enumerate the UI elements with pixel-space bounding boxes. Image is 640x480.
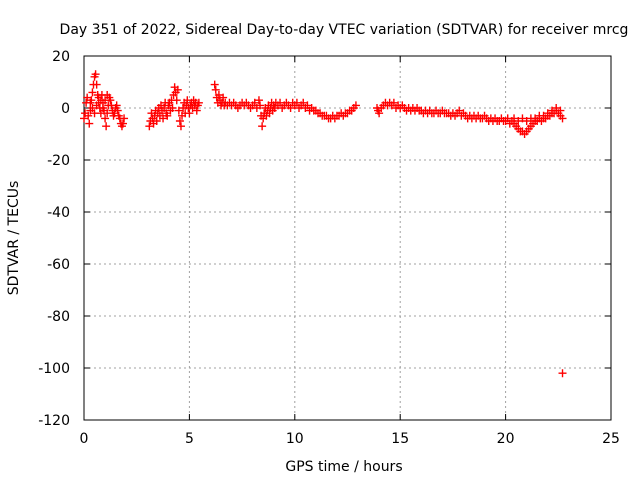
- data-point: [92, 101, 101, 110]
- data-point: [210, 80, 219, 89]
- data-point: [103, 91, 112, 99]
- data-point: [98, 104, 107, 112]
- data-point: [172, 96, 181, 105]
- data-point: [86, 98, 95, 107]
- chart-title: Day 351 of 2022, Sidereal Day-to-day VTE…: [60, 22, 629, 38]
- data-point: [80, 114, 88, 123]
- data-point: [558, 114, 567, 123]
- data-point: [101, 114, 110, 123]
- x-tick-label: 20: [497, 431, 515, 447]
- axes: 20 0 -20 -40 -60 -80 -100 -120 0 5 10 15 20 25: [38, 49, 620, 447]
- data-point: [94, 93, 103, 102]
- y-tick-label: -80: [47, 309, 70, 325]
- data-point: [518, 114, 527, 123]
- data-point: [145, 122, 154, 131]
- x-axis-label: GPS time / hours: [285, 459, 402, 475]
- data-point: [514, 117, 523, 125]
- data-point: [219, 93, 228, 102]
- data-point: [556, 106, 565, 115]
- data-point: [250, 98, 259, 107]
- data-point: [258, 122, 267, 131]
- y-tick-label: -60: [47, 257, 70, 273]
- data-point: [176, 122, 185, 131]
- y-tick-label: -100: [38, 361, 70, 377]
- data-point: [173, 85, 182, 94]
- y-tick-label: -20: [47, 153, 70, 169]
- data-point: [175, 117, 184, 125]
- x-tick-label: 10: [286, 431, 304, 447]
- data-point: [120, 114, 129, 123]
- data-point: [552, 104, 561, 112]
- data-points: [80, 70, 567, 378]
- x-tick-label: 25: [602, 431, 620, 447]
- data-point: [88, 104, 97, 112]
- data-point: [174, 106, 183, 115]
- data-point: [118, 119, 127, 128]
- data-point: [531, 114, 540, 123]
- y-axis-label: SDTVAR / TECUs: [6, 181, 22, 296]
- data-point: [84, 111, 93, 120]
- data-point: [547, 106, 556, 115]
- data-point: [543, 109, 552, 118]
- data-point: [163, 111, 172, 120]
- data-point: [303, 101, 312, 110]
- plot-border: [83, 55, 612, 421]
- data-point: [91, 70, 100, 79]
- data-point: [286, 104, 295, 112]
- data-point: [192, 106, 201, 115]
- data-point: [112, 101, 121, 110]
- x-tick-label: 0: [80, 431, 89, 447]
- data-point: [211, 85, 220, 94]
- data-point: [254, 96, 263, 105]
- data-point: [168, 104, 177, 112]
- data-point: [83, 93, 92, 102]
- data-point: [85, 119, 94, 128]
- data-point: [194, 98, 203, 107]
- y-tick-label: 0: [61, 101, 70, 117]
- data-point: [299, 98, 308, 107]
- y-tick-label: 20: [52, 49, 70, 65]
- y-tick-label: -40: [47, 205, 70, 221]
- data-point: [214, 91, 223, 99]
- y-tick-label: -120: [38, 413, 70, 429]
- data-point: [92, 80, 101, 89]
- data-point: [159, 114, 168, 123]
- data-point: [88, 88, 97, 97]
- x-tick-label: 15: [391, 431, 409, 447]
- data-point: [539, 111, 548, 120]
- data-point: [389, 98, 398, 107]
- data-point: [152, 117, 161, 125]
- data-point: [96, 109, 105, 118]
- data-point: [101, 96, 110, 105]
- data-point: [113, 106, 122, 115]
- data-point: [510, 114, 519, 123]
- data-point: [522, 117, 531, 125]
- data-point: [102, 122, 111, 131]
- data-point: [185, 109, 194, 118]
- x-tick-label: 5: [185, 431, 194, 447]
- data-point: [558, 369, 567, 378]
- data-point: [351, 101, 360, 110]
- data-point: [455, 106, 464, 115]
- data-point: [256, 101, 265, 110]
- data-point: [160, 104, 169, 112]
- data-point: [375, 109, 384, 118]
